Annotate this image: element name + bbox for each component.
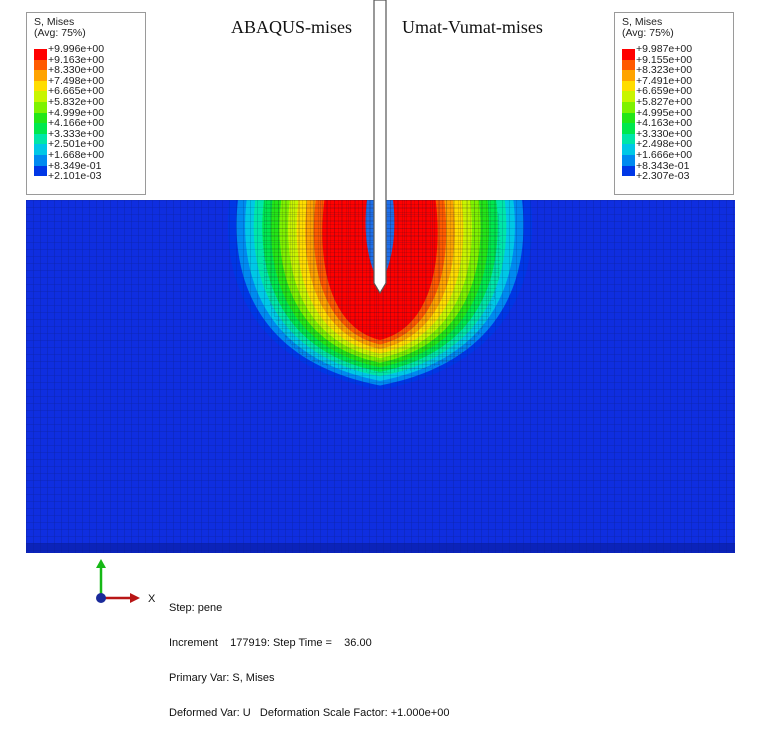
legend-value: +8.343e-01 — [636, 159, 690, 172]
legend-swatch — [34, 59, 47, 71]
legend-value: +9.996e+00 — [48, 43, 105, 55]
legend-value: +3.330e+00 — [636, 127, 693, 140]
indenter — [373, 0, 387, 295]
info-increment: Increment 177919: Step Time = 36.00 — [169, 636, 372, 649]
legend-swatch — [622, 165, 635, 177]
legend-swatch — [622, 80, 635, 92]
legend-averaging: (Avg: 75%) — [34, 27, 86, 39]
legend-value: +6.665e+00 — [48, 85, 105, 98]
legend-swatch — [622, 70, 635, 81]
legend-value: +4.166e+00 — [48, 117, 105, 130]
info-deformed-var: Deformed Var: U Deformation Scale Factor… — [169, 706, 450, 719]
legend-swatch — [622, 155, 635, 166]
legend-swatch — [34, 91, 47, 102]
legend-value: +4.163e+00 — [636, 117, 693, 130]
mesh-bottom-row — [26, 543, 735, 553]
legend-value: +8.323e+00 — [636, 64, 693, 77]
legend-value: +7.498e+00 — [48, 74, 105, 87]
legend-value: +9.987e+00 — [636, 43, 693, 55]
axis-triad: X — [96, 559, 156, 605]
legend-variable: S, Mises — [622, 16, 663, 28]
legend-averaging: (Avg: 75%) — [622, 27, 674, 39]
legend-value: +1.666e+00 — [636, 149, 693, 161]
legend-swatch — [34, 70, 47, 81]
legend-value: +4.999e+00 — [48, 106, 105, 119]
legend-left: S, Mises (Avg: 75%) +9.996e+00 +9.163e+00… — [26, 12, 146, 195]
legend-value: +2.307e-03 — [636, 170, 690, 183]
legend-swatch — [622, 49, 635, 60]
legend-value: +6.659e+00 — [636, 85, 693, 98]
legend-swatch — [34, 49, 47, 60]
legend-swatch — [622, 144, 635, 155]
legend-swatch — [622, 133, 635, 145]
legend-swatch — [34, 165, 47, 177]
legend-value: +5.827e+00 — [636, 96, 693, 108]
info-step: Step: pene — [169, 602, 223, 615]
legend-swatch — [34, 144, 47, 155]
legend-swatch — [34, 80, 47, 92]
legend-swatch — [622, 112, 635, 124]
legend-swatch — [622, 91, 635, 102]
title-left: ABAQUS-mises — [231, 17, 353, 37]
legend-value: +1.668e+00 — [48, 149, 105, 161]
legend-swatch — [622, 59, 635, 71]
info-panel: Step: pene Increment 177919: Step Time =… — [169, 580, 449, 731]
legend-swatch — [34, 155, 47, 166]
legend-swatch — [34, 112, 47, 124]
legend-value: +5.832e+00 — [48, 96, 105, 108]
legend-value: +2.501e+00 — [48, 138, 105, 151]
legend-swatch — [34, 133, 47, 145]
legend-swatch — [622, 102, 635, 113]
legend-variable: S, Mises — [34, 16, 75, 28]
legend-value: +3.333e+00 — [48, 127, 105, 140]
legend-value: +2.101e-03 — [48, 170, 102, 183]
legend-swatch — [34, 102, 47, 113]
axis-x-label: X — [148, 593, 156, 605]
info-primary-var: Primary Var: S, Mises — [169, 671, 275, 684]
legend-value: +8.349e-01 — [48, 159, 102, 172]
legend-value: +9.163e+00 — [48, 53, 105, 66]
legend-value: +2.498e+00 — [636, 138, 693, 151]
legend-value: +7.491e+00 — [636, 74, 693, 87]
title-right: Umat-Vumat-mises — [402, 17, 543, 37]
legend-swatch — [622, 123, 635, 134]
legend-value: +4.995e+00 — [636, 106, 693, 119]
legend-value: +8.330e+00 — [48, 64, 105, 77]
legend-right: S, Mises (Avg: 75%) +9.987e+00 +9.155e+00… — [614, 12, 734, 195]
legend-value: +9.155e+00 — [636, 53, 693, 66]
legend-swatch — [34, 123, 47, 134]
